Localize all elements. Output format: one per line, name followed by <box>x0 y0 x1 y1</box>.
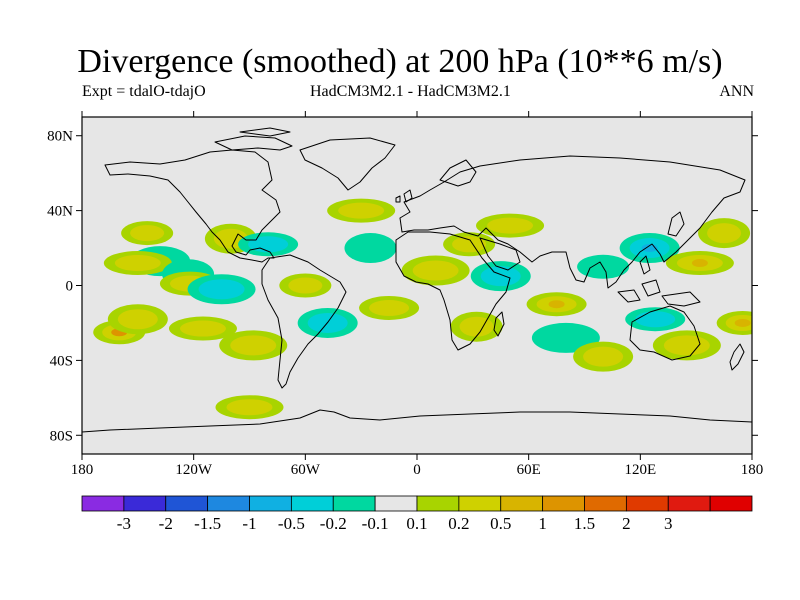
coastline-japan <box>667 211 685 237</box>
divergence-core <box>459 316 494 337</box>
lon-tick-label: 120E <box>624 462 656 478</box>
coastline-scandinavia <box>439 159 477 187</box>
divergence-core <box>230 335 277 356</box>
divergence-core <box>114 255 161 272</box>
coastline-maritime-continent <box>617 255 701 307</box>
divergence-core <box>542 327 589 348</box>
colorbar-swatch <box>207 495 250 512</box>
lon-tick-label: 60W <box>291 462 321 478</box>
divergence-core <box>663 335 710 356</box>
colorbar-label: 0.1 <box>406 514 427 533</box>
coastline-australia <box>629 305 701 361</box>
coastlines <box>82 127 752 433</box>
colorbar-label: 3 <box>664 514 673 533</box>
divergence-core <box>412 260 459 281</box>
divergence-core <box>179 320 226 337</box>
divergence-core <box>117 309 158 330</box>
coastline-eurasia <box>399 155 746 289</box>
colorbar-swatch <box>374 495 418 512</box>
divergence-core <box>198 279 245 300</box>
colorbar-label: -0.1 <box>362 514 389 533</box>
colorbar-swatch <box>81 495 125 512</box>
coastline-british-isles <box>395 189 413 203</box>
coastline-arctic-islands <box>214 127 293 151</box>
lon-tick-label: 180 <box>741 462 764 478</box>
colorbar-label: -0.5 <box>278 514 305 533</box>
divergence-core <box>583 346 624 367</box>
divergence-core <box>353 238 388 259</box>
coastline-north-america <box>104 149 281 263</box>
divergence-core <box>130 225 165 242</box>
lat-tick-label: 40N <box>47 204 73 220</box>
colorbar-swatch <box>667 495 711 512</box>
lat-tick-label: 0 <box>66 279 74 295</box>
divergence-core <box>369 299 410 316</box>
colorbar: -3 -2 -1.5 -1 -0.5 -0.2 -0.1 0.1 0.2 0.5 1 1.5 2 3 <box>81 495 753 533</box>
colorbar-swatch <box>542 495 585 512</box>
colorbar-label: -1 <box>242 514 256 533</box>
coastline-madagascar <box>493 311 505 337</box>
divergence-core <box>487 217 534 234</box>
colorbar-swatch <box>500 495 544 512</box>
coastline-greenland <box>299 137 396 191</box>
coastline-antarctica <box>82 409 752 433</box>
model-label: HadCM3M2.1 - HadCM3M2.1 <box>310 83 511 100</box>
divergence-core <box>288 277 323 294</box>
lon-tick-label: 0 <box>413 462 421 478</box>
divergence-peak <box>548 300 565 309</box>
lat-tick-label: 80N <box>47 129 73 145</box>
colorbar-swatch <box>625 495 669 512</box>
colorbar-label: -0.2 <box>320 514 347 533</box>
coastline-africa <box>395 231 511 351</box>
divergence-core <box>226 399 273 416</box>
lat-tick-label: 80S <box>50 428 73 444</box>
colorbar-swatch <box>709 495 753 512</box>
colorbar-label: -1.5 <box>194 514 221 533</box>
season-label: ANN <box>719 83 754 100</box>
divergence-peak <box>691 259 708 268</box>
divergence-core <box>452 236 487 253</box>
colorbar-swatch <box>249 495 292 512</box>
colorbar-swatch <box>584 495 627 512</box>
axis-ticks: 80N 40N 0 40S 80S 180 120W 60W 0 60E 120E 180 <box>47 111 763 478</box>
colorbar-swatch <box>416 495 460 512</box>
coastline-new-zealand <box>729 343 745 371</box>
experiment-label: Expt = tdalO-tdajO <box>82 83 206 100</box>
colorbar-swatch <box>458 495 502 512</box>
colorbar-label: 0.5 <box>490 514 511 533</box>
coastline-arabia <box>479 237 521 271</box>
divergence-core <box>635 311 676 328</box>
colorbar-label: 0.2 <box>448 514 469 533</box>
divergence-core <box>338 202 385 219</box>
lon-tick-label: 120W <box>175 462 213 478</box>
coastline-south-america <box>261 254 347 389</box>
colorbar-swatch <box>165 495 209 512</box>
plot-title: Divergence (smoothed) at 200 hPa (10**6 … <box>77 43 723 80</box>
lat-tick-label: 40S <box>50 353 73 369</box>
divergence-peak <box>734 318 751 327</box>
colorbar-label: -2 <box>159 514 173 533</box>
colorbar-label: -3 <box>117 514 131 533</box>
colorbar-swatch <box>123 495 167 512</box>
lon-tick-label: 60E <box>517 462 541 478</box>
colorbar-swatch <box>290 495 334 512</box>
divergence-core <box>707 223 742 244</box>
lon-tick-label: 180 <box>71 462 94 478</box>
colorbar-label: 1.5 <box>574 514 595 533</box>
colorbar-swatch <box>332 495 376 512</box>
divergence-core <box>480 266 521 287</box>
colorbar-label: 1 <box>538 514 547 533</box>
divergence-core <box>248 236 289 253</box>
contour-fill-layer <box>93 198 752 420</box>
colorbar-label: 2 <box>622 514 631 533</box>
